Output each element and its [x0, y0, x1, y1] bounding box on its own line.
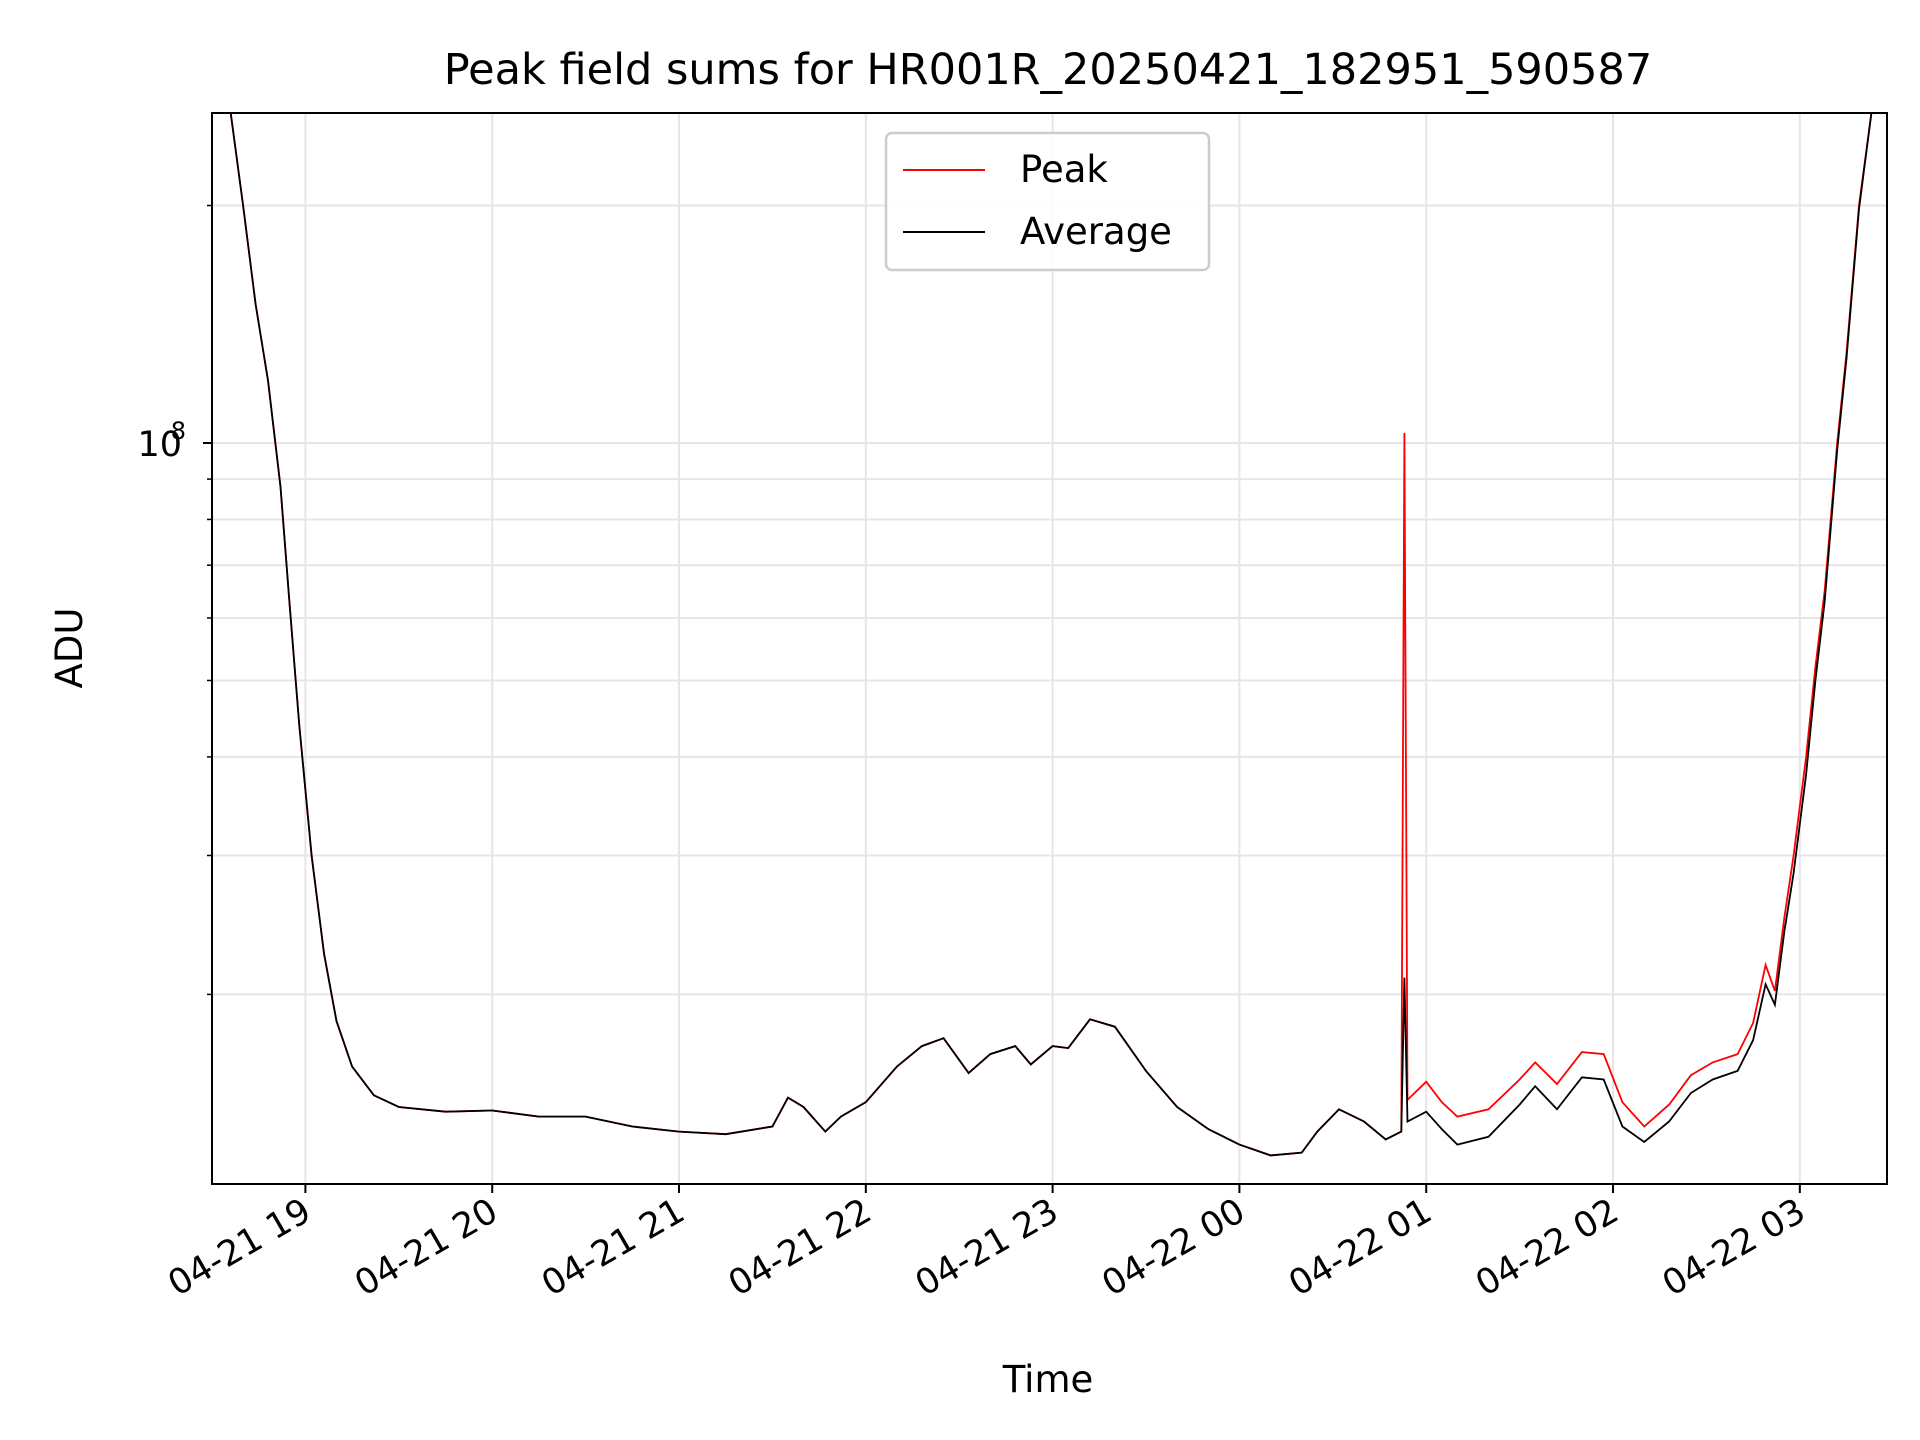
series-layer [229, 113, 1873, 1157]
x-axis-label: Time [1002, 1358, 1094, 1401]
series-line-average [229, 113, 1873, 1157]
chart-title: Peak field sums for HR001R_20250421_1829… [444, 45, 1652, 95]
legend-average-label: Average [1020, 210, 1172, 253]
y-tick-label-exponent: 8 [171, 417, 186, 445]
y-axis: 108 [137, 204, 212, 996]
plot-frame [211, 112, 1888, 1185]
legend: Peak Average [884, 131, 1211, 272]
grid [212, 113, 1887, 1184]
legend-box [884, 131, 1211, 272]
y-tick-label: 10 [137, 425, 182, 465]
legend-peak-label: Peak [1020, 148, 1108, 191]
y-axis-label: ADU [48, 608, 91, 689]
